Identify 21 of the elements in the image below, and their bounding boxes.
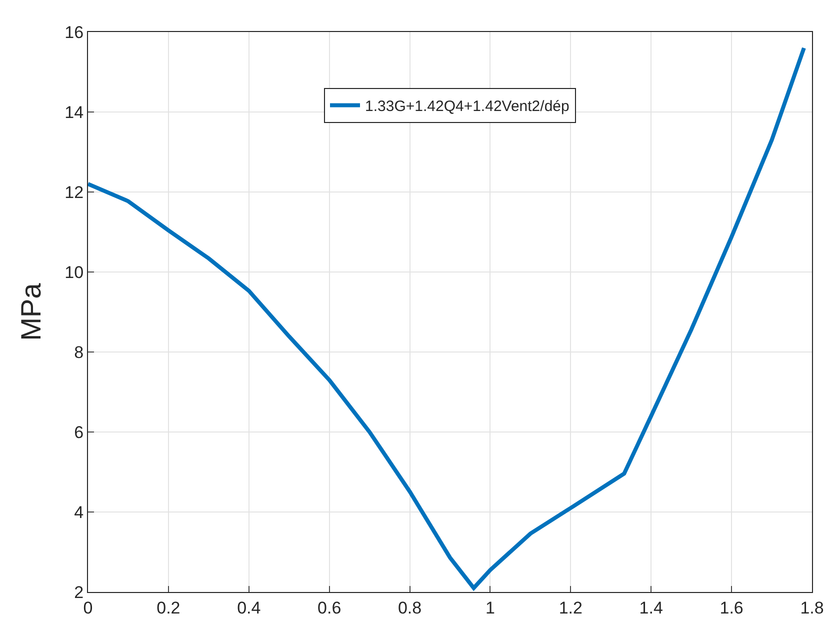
line-series xyxy=(88,46,806,590)
x-tick-label: 1.4 xyxy=(639,598,663,618)
x-tick-label: 0.6 xyxy=(318,598,342,618)
y-tick-label: 6 xyxy=(74,422,84,442)
x-tick-label: 1.6 xyxy=(720,598,744,618)
y-tick-label: 8 xyxy=(74,342,84,362)
x-tick-label: 0.2 xyxy=(156,598,180,618)
y-tick-label: 16 xyxy=(64,22,84,42)
x-tick-label: 0.4 xyxy=(237,598,261,618)
y-axis-title: MPa xyxy=(15,282,46,341)
y-tick-label: 12 xyxy=(64,182,84,202)
y-tick-label: 4 xyxy=(74,502,84,522)
x-tick-label: 1.2 xyxy=(558,598,582,618)
y-tick-label: 2 xyxy=(74,582,84,602)
y-tick-label: 10 xyxy=(64,262,84,282)
legend-label: 1.33G+1.42Q4+1.42Vent2/dép xyxy=(365,98,570,116)
y-tick-label: 14 xyxy=(64,102,84,122)
x-tick-label: 0.8 xyxy=(398,598,422,618)
x-tick-label: 0 xyxy=(83,598,93,618)
x-tick-label: 1 xyxy=(485,598,495,618)
x-tick-label: 1.8 xyxy=(800,598,824,618)
